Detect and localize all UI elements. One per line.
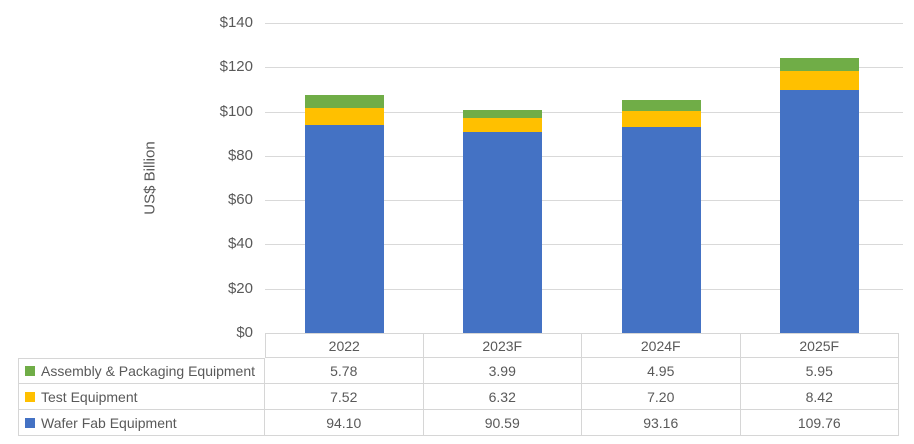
table-value-cell: 3.99 <box>423 358 582 384</box>
table-corner-spacer <box>18 333 265 358</box>
legend-label: Assembly & Packaging Equipment <box>41 363 255 379</box>
gridline <box>265 244 903 246</box>
gridline <box>265 111 903 113</box>
y-axis-tick-label: $100 <box>219 102 253 120</box>
table-header-cell: 2025F <box>740 333 899 358</box>
legend-item: Wafer Fab Equipment <box>18 410 265 436</box>
bar-segment <box>463 109 543 119</box>
y-axis-tick-label: $80 <box>227 146 253 164</box>
table-value-cell: 109.76 <box>740 410 899 436</box>
legend-item: Assembly & Packaging Equipment <box>18 358 265 384</box>
bar-segment <box>304 108 384 125</box>
legend-swatch-icon <box>25 417 35 428</box>
gridline <box>265 23 903 24</box>
bar-segment <box>463 132 543 333</box>
plot-area <box>265 23 903 333</box>
gridline <box>265 200 903 202</box>
gridline <box>265 288 903 290</box>
y-axis-tick-label: $20 <box>227 279 253 297</box>
y-axis-title: US$ Billion <box>141 141 159 215</box>
bar-segment <box>621 126 701 333</box>
table-value-cell: 8.42 <box>740 384 899 410</box>
y-axis-tick-label: $120 <box>219 58 253 76</box>
bar-segment <box>463 118 543 133</box>
bar-segment <box>780 71 860 90</box>
table-value-cell: 7.20 <box>582 384 741 410</box>
bar-segment <box>621 110 701 127</box>
table-value-cell: 93.16 <box>582 410 741 436</box>
gridline <box>265 67 903 69</box>
bar-segment <box>304 124 384 333</box>
table-value-cell: 7.52 <box>265 384 424 410</box>
table-header-cell: 2023F <box>423 333 582 358</box>
y-axis-tick-label: $140 <box>219 14 253 31</box>
table-value-cell: 94.10 <box>265 410 424 436</box>
y-axis-tick-label: $0 <box>236 324 253 341</box>
table-header-cell: 2024F <box>582 333 741 358</box>
table-header-cell: 2022 <box>265 333 424 358</box>
legend-swatch-icon <box>25 366 35 376</box>
bar-segment <box>780 58 860 72</box>
legend-item: Test Equipment <box>18 384 265 410</box>
table-value-cell: 6.32 <box>423 384 582 410</box>
table-value-cell: 5.95 <box>740 358 899 384</box>
data-table-legend: 2022 2023F 2024F 2025F Assembly & Packaging … <box>18 333 899 436</box>
bar-segment <box>621 99 701 111</box>
legend-label: Test Equipment <box>41 388 138 405</box>
table-value-cell: 5.78 <box>265 358 424 384</box>
gridline <box>265 155 903 157</box>
y-axis-tick-label: $40 <box>227 235 253 253</box>
legend-label: Wafer Fab Equipment <box>41 414 177 431</box>
bar-segment <box>304 95 384 108</box>
y-axis-tick-label: $60 <box>227 191 253 209</box>
bar-segment <box>780 89 860 333</box>
legend-swatch-icon <box>25 391 35 402</box>
table-value-cell: 90.59 <box>423 410 582 436</box>
table-value-cell: 4.95 <box>582 358 741 384</box>
